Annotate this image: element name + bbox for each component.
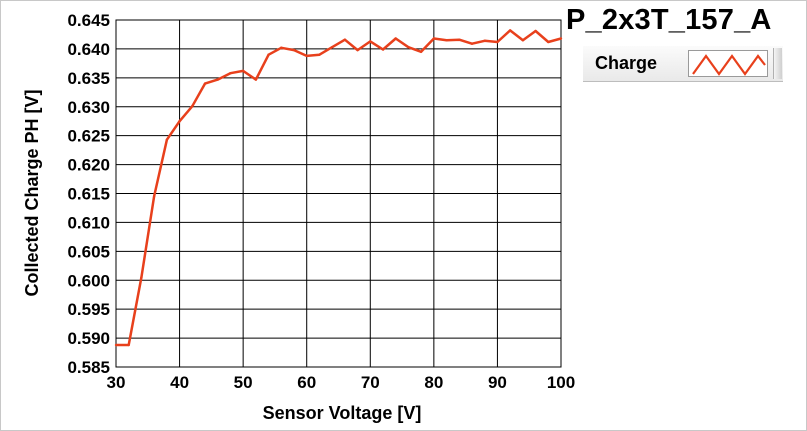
- data-point: [267, 53, 270, 56]
- data-point: [559, 37, 563, 40]
- data-point: [165, 138, 169, 141]
- data-point: [318, 53, 321, 56]
- x-tick-label: 30: [107, 373, 126, 392]
- series-line-charge: [116, 29, 562, 347]
- series-layer: [114, 29, 563, 347]
- y-tick-label: 0.585: [67, 358, 110, 377]
- x-axis-title: Sensor Voltage [V]: [263, 403, 422, 423]
- x-tick-label: 50: [234, 373, 253, 392]
- data-point: [178, 120, 181, 123]
- data-point: [369, 40, 372, 43]
- data-point: [280, 46, 283, 49]
- data-point: [292, 48, 296, 52]
- data-point: [127, 343, 130, 347]
- legend[interactable]: Charge: [583, 46, 783, 82]
- data-point: [152, 195, 156, 198]
- legend-label: Charge: [595, 53, 658, 73]
- data-point: [521, 39, 525, 42]
- legend-resize-handle[interactable]: [773, 48, 782, 79]
- data-point: [229, 72, 232, 75]
- grid-lines: [115, 19, 562, 368]
- data-point: [330, 45, 334, 49]
- data-point: [203, 82, 207, 85]
- data-point: [407, 45, 410, 49]
- tick-labels: 30 40 50 60 70 80 90 100 0.585 0.590 0.595 0.600 0.6…: [67, 11, 575, 392]
- x-tick-label: 80: [424, 373, 443, 392]
- data-point: [470, 42, 474, 45]
- y-tick-label: 0.620: [67, 156, 110, 175]
- data-point: [496, 40, 499, 44]
- x-tick-label: 70: [361, 373, 380, 392]
- y-tick-label: 0.630: [67, 98, 110, 117]
- data-point: [140, 276, 143, 279]
- y-tick-label: 0.595: [67, 300, 110, 319]
- data-point: [458, 38, 461, 41]
- data-point: [216, 78, 219, 81]
- data-point: [114, 343, 118, 347]
- x-tick-label: 40: [170, 373, 189, 392]
- legend-line-sample: [692, 54, 766, 76]
- data-point: [483, 39, 486, 43]
- legend-swatch: [688, 50, 768, 77]
- data-point: [241, 69, 245, 73]
- data-point: [381, 48, 385, 51]
- y-tick-label: 0.625: [67, 127, 110, 146]
- data-point: [343, 38, 347, 41]
- data-point: [254, 78, 258, 81]
- data-point: [394, 37, 397, 40]
- y-tick-label: 0.610: [67, 213, 110, 232]
- data-point: [432, 37, 436, 40]
- y-tick-label: 0.615: [67, 185, 110, 204]
- data-point: [419, 50, 423, 54]
- data-point: [508, 29, 512, 32]
- data-point: [305, 54, 308, 58]
- y-tick-label: 0.600: [67, 271, 110, 290]
- data-point: [534, 29, 537, 33]
- y-tick-label: 0.635: [67, 69, 110, 88]
- x-tick-label: 100: [547, 373, 575, 392]
- y-axis-title: Collected Charge PH [V]: [22, 89, 42, 296]
- x-tick-label: 60: [297, 373, 316, 392]
- chart-title: P_2x3T_157_A: [566, 4, 772, 36]
- y-tick-label: 0.640: [67, 40, 110, 59]
- x-tick-label: 90: [488, 373, 507, 392]
- data-point: [445, 39, 448, 42]
- data-point: [191, 104, 194, 108]
- y-tick-label: 0.605: [67, 242, 110, 261]
- data-point: [356, 48, 359, 52]
- data-point: [547, 40, 550, 44]
- y-tick-label: 0.590: [67, 329, 110, 348]
- y-tick-label: 0.645: [67, 11, 110, 30]
